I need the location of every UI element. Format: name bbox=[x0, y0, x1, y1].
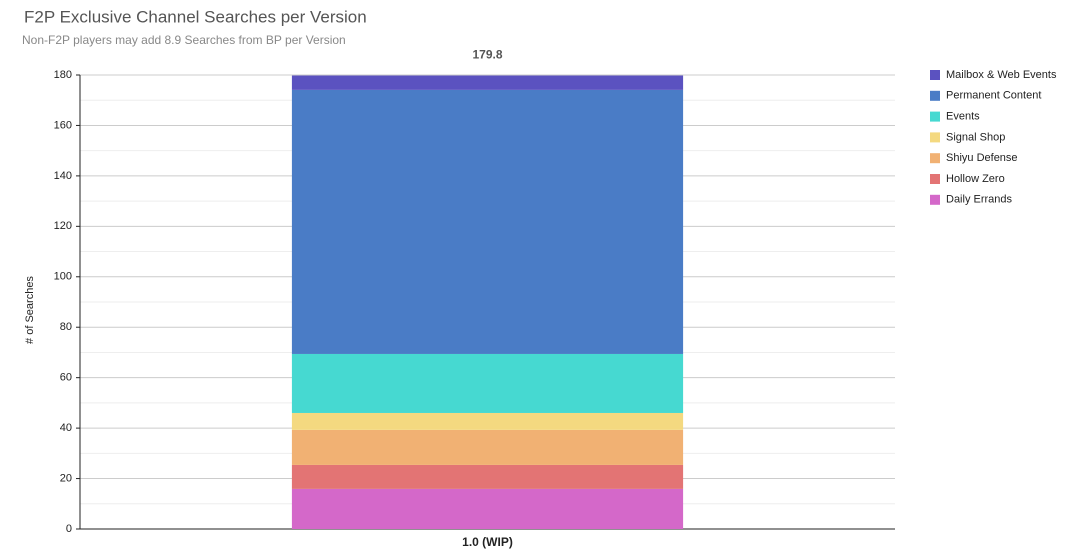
bar-segment bbox=[291, 75, 684, 90]
legend-label: Shiyu Defense bbox=[946, 152, 1018, 164]
y-axis-title: # of Searches bbox=[24, 276, 36, 344]
bar-segment bbox=[291, 464, 684, 489]
bar-segment bbox=[291, 429, 684, 465]
legend-swatch bbox=[930, 153, 940, 164]
bar-segment bbox=[291, 353, 684, 413]
y-tick-label: 120 bbox=[54, 220, 72, 232]
chart-subtitle: Non-F2P players may add 8.9 Searches fro… bbox=[22, 33, 346, 47]
legend-label: Hollow Zero bbox=[946, 173, 1005, 185]
y-tick-label: 100 bbox=[54, 271, 72, 283]
legend-swatch bbox=[930, 111, 940, 122]
legend-label: Mailbox & Web Events bbox=[946, 69, 1057, 81]
legend-swatch bbox=[930, 174, 940, 184]
total-label: 179.8 bbox=[472, 48, 502, 62]
y-tick-label: 40 bbox=[60, 422, 72, 434]
bar-segment bbox=[291, 488, 684, 529]
y-tick-label: 140 bbox=[54, 170, 72, 182]
legend-swatch bbox=[930, 132, 940, 143]
chart-title: F2P Exclusive Channel Searches per Versi… bbox=[24, 7, 367, 26]
y-tick-label: 160 bbox=[54, 119, 72, 131]
y-tick-label: 80 bbox=[60, 321, 72, 333]
legend-label: Daily Errands bbox=[946, 194, 1013, 206]
legend-label: Signal Shop bbox=[946, 131, 1005, 143]
y-tick-label: 180 bbox=[54, 69, 72, 81]
y-tick-label: 60 bbox=[60, 372, 72, 384]
legend-swatch bbox=[930, 70, 940, 80]
bar-segment bbox=[291, 89, 684, 354]
y-tick-label: 20 bbox=[60, 472, 72, 484]
legend-swatch bbox=[930, 194, 940, 205]
bar-segment bbox=[291, 412, 684, 430]
x-tick-label: 1.0 (WIP) bbox=[462, 535, 513, 549]
legend-swatch bbox=[930, 90, 940, 101]
y-tick-label: 0 bbox=[66, 523, 72, 535]
legend-label: Events bbox=[946, 111, 980, 123]
legend-label: Permanent Content bbox=[946, 90, 1041, 102]
